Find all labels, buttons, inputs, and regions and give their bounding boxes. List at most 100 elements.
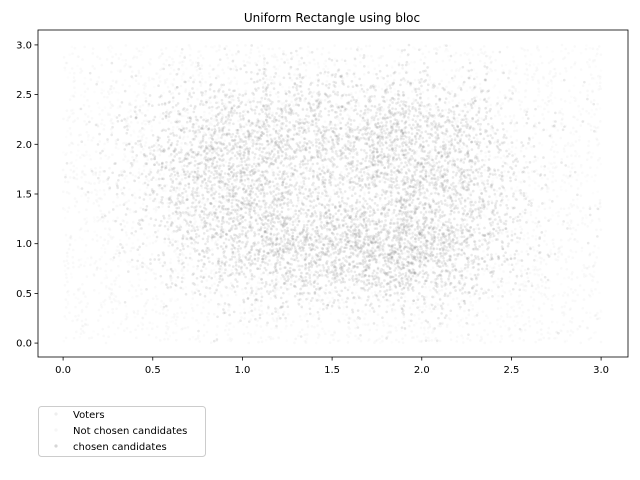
data-point — [163, 237, 167, 241]
data-point — [246, 81, 249, 85]
data-point — [586, 151, 590, 155]
data-point — [366, 168, 370, 172]
data-point — [529, 145, 532, 148]
data-point — [541, 113, 544, 116]
data-point — [214, 199, 218, 203]
data-point — [84, 193, 88, 197]
data-point — [114, 276, 118, 280]
data-point — [82, 172, 86, 176]
data-point — [428, 307, 432, 310]
data-point — [422, 241, 425, 244]
data-point — [519, 225, 522, 229]
data-point — [196, 97, 199, 101]
data-point — [244, 64, 248, 68]
data-point — [554, 211, 558, 215]
data-point — [302, 171, 306, 174]
data-point — [298, 330, 302, 334]
data-point — [304, 63, 308, 67]
data-point — [315, 274, 318, 278]
data-point — [410, 144, 413, 148]
data-point — [427, 339, 431, 343]
data-point — [91, 136, 95, 140]
data-point — [171, 129, 175, 132]
data-point — [72, 71, 76, 75]
data-point — [327, 51, 331, 54]
data-point — [538, 220, 541, 224]
data-point — [548, 161, 551, 165]
data-point — [289, 323, 293, 327]
data-point — [195, 175, 199, 179]
data-point — [512, 116, 516, 120]
data-point — [333, 63, 337, 67]
data-point — [146, 266, 149, 270]
data-point — [383, 192, 387, 195]
data-point — [451, 165, 454, 169]
data-point — [585, 60, 589, 64]
data-point — [460, 334, 463, 337]
data-point — [537, 62, 540, 66]
data-point — [122, 249, 126, 253]
data-point — [83, 95, 86, 98]
data-point — [70, 45, 74, 48]
data-point — [403, 78, 407, 82]
data-point — [537, 338, 541, 342]
data-point — [208, 180, 212, 184]
data-point — [467, 58, 471, 62]
data-point — [440, 79, 444, 83]
data-point — [135, 47, 139, 50]
data-point — [556, 222, 560, 226]
data-point — [311, 304, 315, 308]
data-point — [291, 320, 295, 324]
data-point — [566, 294, 570, 298]
data-point — [586, 326, 589, 330]
data-point — [323, 120, 327, 123]
data-point — [175, 324, 179, 328]
data-point — [587, 293, 591, 297]
data-point — [210, 238, 214, 242]
data-point — [512, 265, 516, 269]
data-point — [86, 135, 90, 139]
data-point — [138, 266, 141, 269]
data-point — [318, 127, 322, 131]
data-point — [518, 337, 522, 340]
data-point — [365, 283, 369, 287]
data-point — [565, 260, 568, 264]
data-point — [303, 333, 307, 337]
data-point — [75, 199, 78, 203]
data-point — [171, 271, 175, 275]
data-point — [258, 281, 262, 285]
data-point — [500, 337, 504, 341]
data-point — [472, 237, 475, 241]
data-point — [441, 321, 444, 325]
data-point — [119, 259, 122, 262]
data-point — [303, 255, 306, 259]
data-point — [210, 276, 214, 280]
data-point — [306, 124, 309, 127]
data-point — [197, 191, 201, 195]
data-point — [203, 110, 206, 114]
data-point — [161, 312, 165, 315]
data-point — [96, 197, 100, 200]
data-point — [252, 294, 256, 297]
data-point — [100, 246, 103, 250]
data-point — [518, 81, 521, 84]
data-point — [490, 60, 493, 63]
data-point — [81, 324, 85, 328]
data-point — [134, 156, 138, 160]
data-point — [588, 58, 591, 61]
data-point — [99, 314, 102, 318]
data-point — [461, 292, 464, 295]
data-point — [512, 319, 516, 323]
data-point — [63, 180, 67, 184]
data-point — [171, 57, 174, 61]
data-point — [507, 147, 511, 151]
data-point — [393, 144, 397, 148]
data-point — [515, 66, 518, 70]
data-point — [286, 58, 289, 62]
data-point — [449, 241, 453, 244]
data-point — [97, 319, 100, 322]
data-point — [165, 164, 169, 167]
data-point — [521, 210, 524, 213]
data-point — [225, 185, 229, 189]
data-point — [102, 300, 105, 304]
